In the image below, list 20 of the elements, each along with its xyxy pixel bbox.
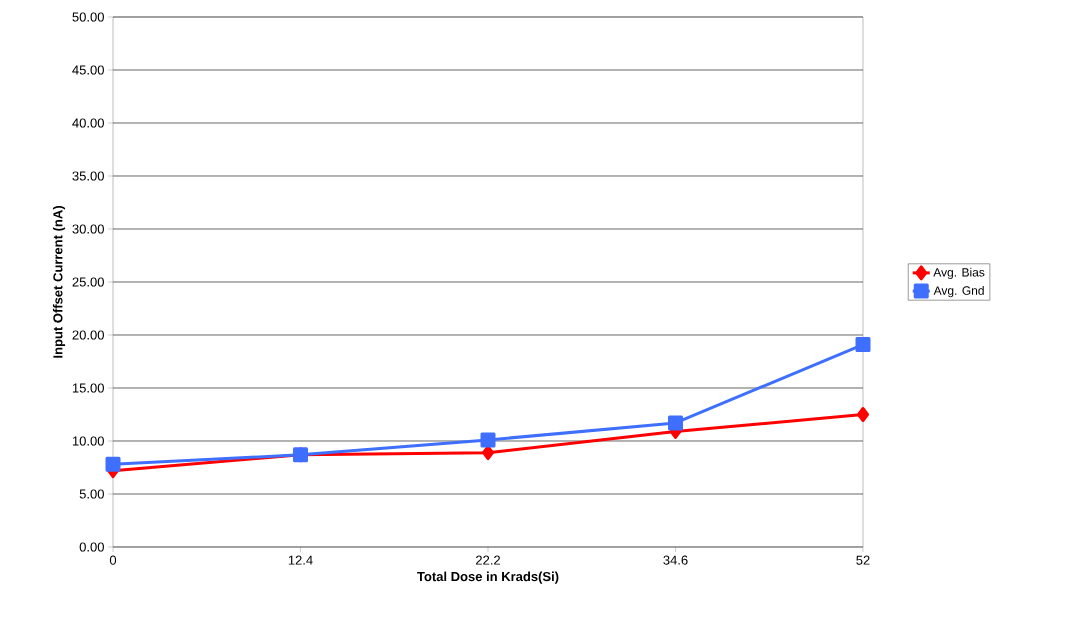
y-tick-label: 45.00 [72, 65, 104, 75]
x-tick-label: 22.2 [476, 555, 500, 565]
x-tick-label: 0 [109, 555, 117, 565]
y-tick-label: 40.00 [72, 118, 104, 128]
y-tick-label: 50.00 [72, 12, 104, 22]
y-tick-label: 10.00 [72, 436, 104, 446]
y-tick-label: 0.00 [79, 542, 104, 552]
x-axis-title: Total Dose in Krads(Si) [417, 571, 559, 584]
y-tick-label: 25.00 [72, 277, 104, 287]
legend-label: Avg. Gnd [933, 286, 984, 298]
y-tick-label: 20.00 [72, 330, 104, 340]
x-tick-label: 12.4 [288, 555, 313, 565]
x-tick-label: 52 [856, 555, 870, 565]
y-tick-label: 35.00 [72, 171, 104, 181]
y-tick-label: 30.00 [72, 224, 104, 234]
legend-label: Avg. Bias [933, 267, 985, 279]
y-tick-label: 5.00 [79, 489, 104, 499]
y-axis-title: Input Offset Current (nA) [52, 206, 66, 358]
x-tick-label: 34.6 [663, 555, 688, 565]
y-tick-label: 15.00 [72, 383, 104, 393]
